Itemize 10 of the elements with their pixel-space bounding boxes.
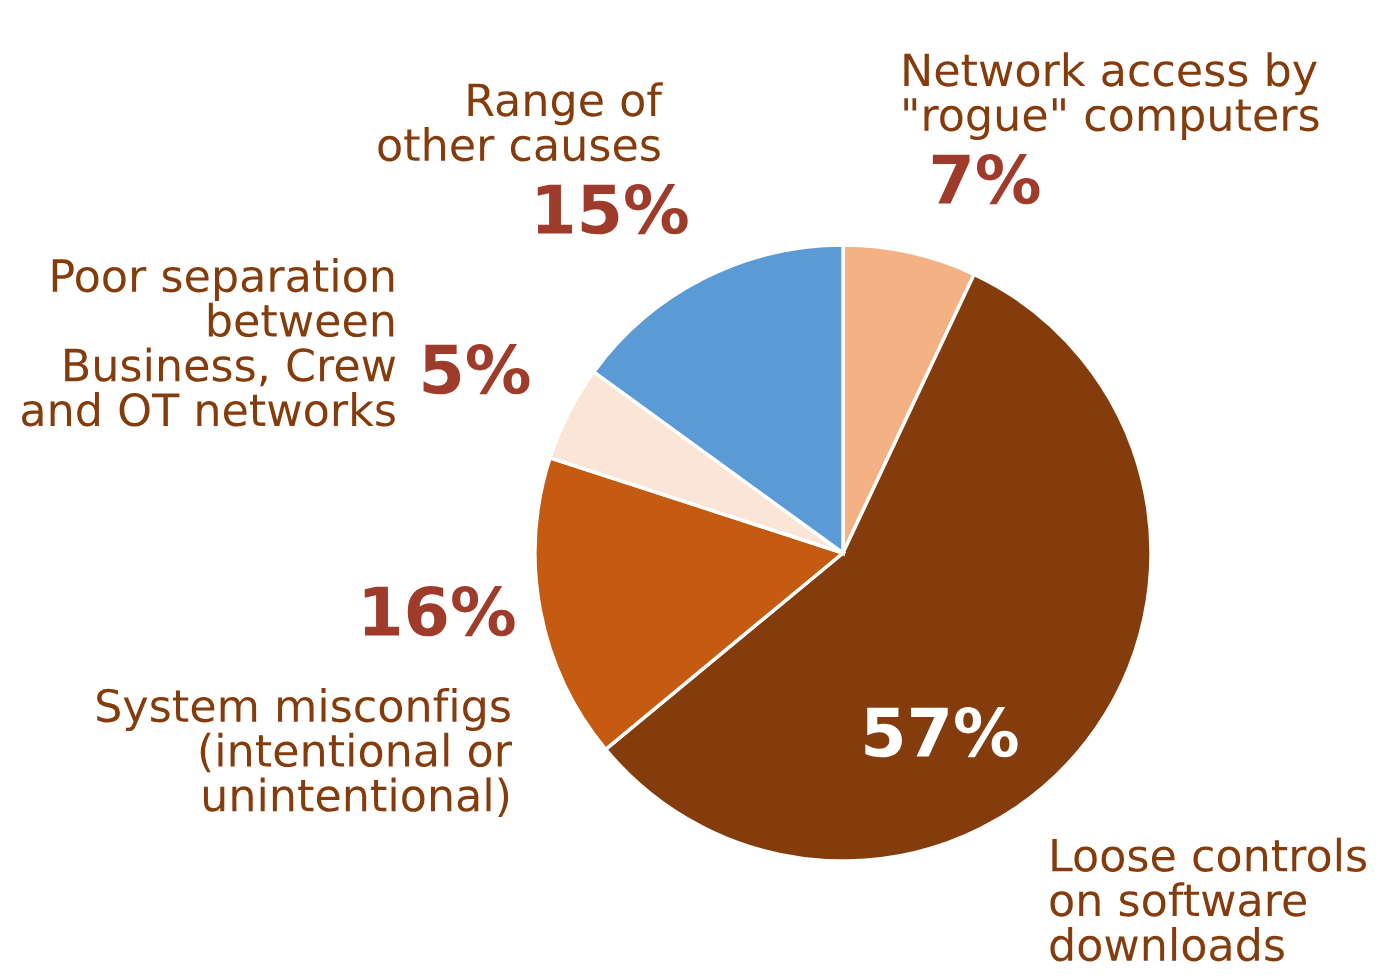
slice-label: Loose controls on software downloads [1050,837,1367,962]
data-label: 5% [423,343,530,395]
data-label: 15% [537,183,688,235]
slice-label: Network access by "rogue" computers [904,52,1319,140]
data-label: 16% [364,585,515,637]
slice-label: System misconfigs (intentional or unintentional) [97,688,513,818]
data-label: 7% [932,153,1040,205]
slice-label: Poor separation between Business, Crew and OT networks [22,258,396,427]
data-label: 57% [865,706,1018,758]
slice-label: Range of other causes [378,82,663,162]
